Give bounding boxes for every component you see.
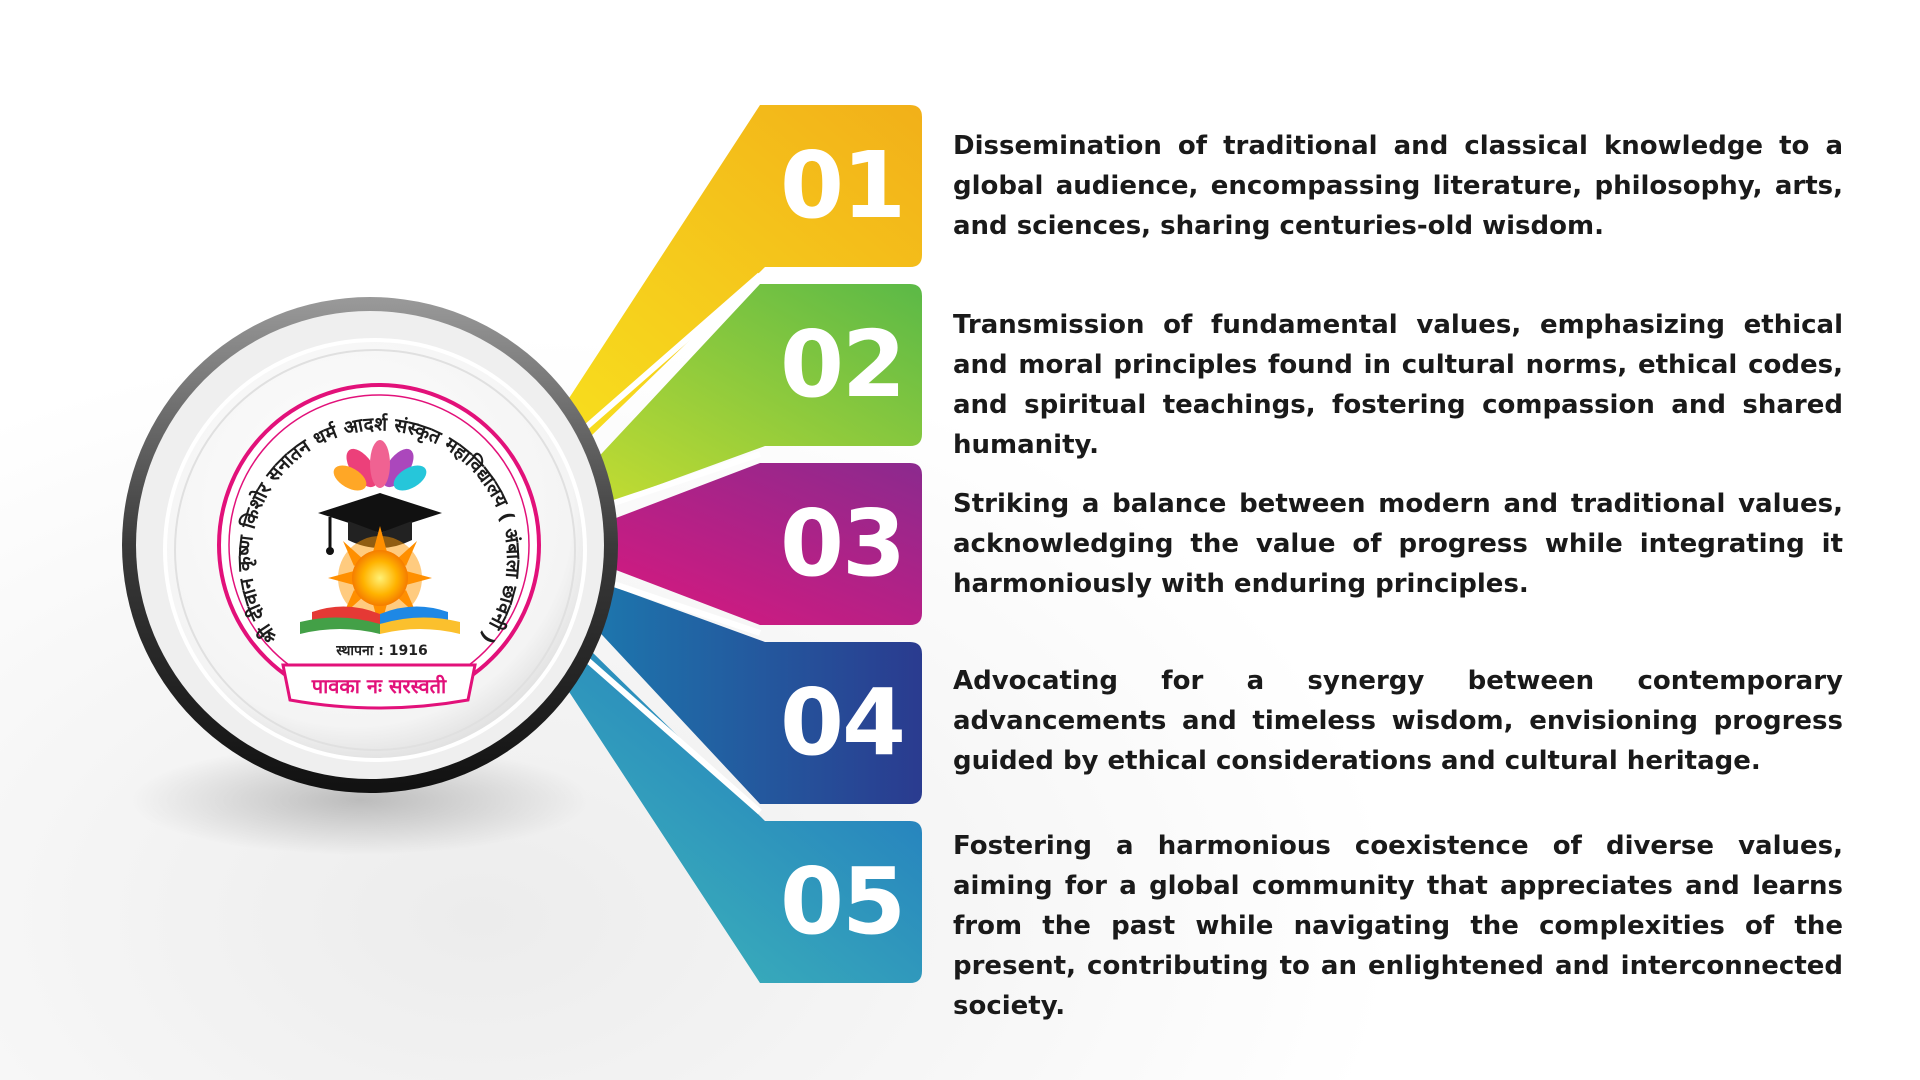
item-number-01: 01: [780, 132, 904, 239]
item-text-02: Transmission of fundamental values, emph…: [953, 310, 1843, 460]
item-text-05: Fostering a harmonious coexistence of di…: [953, 831, 1843, 1021]
sun-icon: [328, 526, 432, 630]
seal-founded: स्थापना : 1916: [335, 643, 427, 659]
item-number-02: 02: [780, 311, 904, 418]
item-text-01: Dissemination of traditional and classic…: [953, 131, 1843, 241]
ribbon-05: [500, 650, 922, 983]
item-text-04: Advocating for a synergy between contemp…: [953, 666, 1843, 776]
lotus-icon: [333, 440, 427, 491]
item-text-03: Striking a balance between modern and tr…: [953, 489, 1843, 599]
item-number-04: 04: [780, 669, 904, 776]
disc-shadow: [130, 745, 590, 855]
ribbon-03: [525, 463, 922, 625]
ribbon-01: [500, 105, 922, 437]
college-seal: श्री दीवान कृष्ण किशोर सनातन धर्म आदर्श …: [217, 383, 541, 710]
logo-disc-edge: [174, 349, 576, 751]
ribbon-04: [520, 580, 922, 804]
ribbon-02: [520, 284, 922, 508]
item-number-05: 05: [780, 848, 904, 955]
open-book-icon: [300, 606, 460, 634]
motto-banner: पावका नः सरस्वती: [281, 663, 477, 710]
ribbons: [500, 105, 922, 983]
seal-motto: पावका नः सरस्वती: [311, 674, 447, 698]
item-number-03: 03: [780, 490, 904, 597]
